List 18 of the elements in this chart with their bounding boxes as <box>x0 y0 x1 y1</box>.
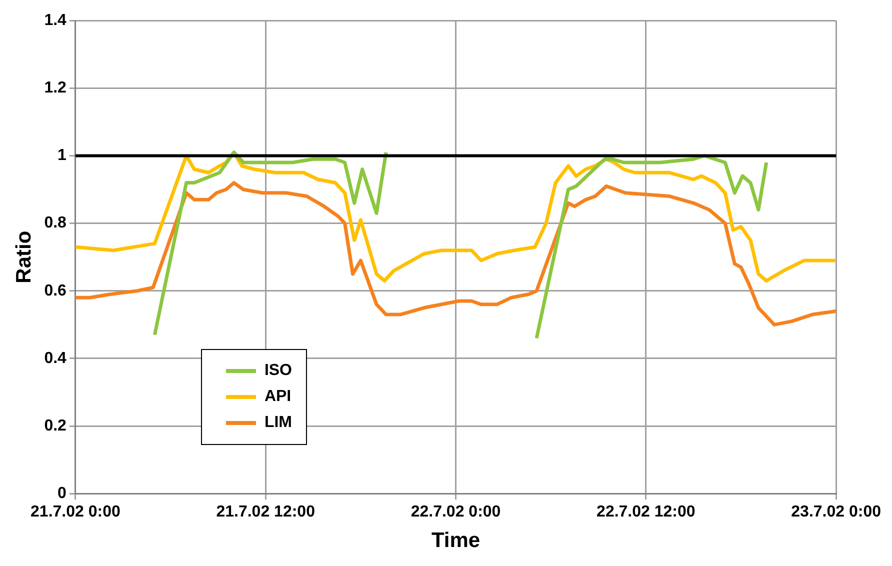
y-axis-title: Ratio <box>12 230 36 284</box>
y-tick-label: 1.4 <box>44 12 67 30</box>
x-axis-title: Time <box>431 529 480 552</box>
legend-label: ISO <box>264 362 292 380</box>
y-tick-label: 0.2 <box>44 417 67 434</box>
y-tick-label: 1 <box>58 147 67 164</box>
x-tick-label: 22.7.02 12:00 <box>596 504 696 521</box>
legend-label: LIM <box>264 414 292 432</box>
x-tick-label: 21.7.02 0:00 <box>30 504 120 521</box>
y-tick-label: 0.8 <box>44 214 67 232</box>
legend-label: API <box>264 388 292 406</box>
x-tick-label: 21.7.02 12:00 <box>216 504 316 521</box>
x-tick-label: 23.7.02 0:00 <box>791 504 882 521</box>
y-tick-label: 0.6 <box>44 282 67 300</box>
y-tick-label: 1.2 <box>44 80 67 97</box>
y-tick-label: 0.4 <box>44 350 67 367</box>
y-tick-label: 0 <box>58 485 67 502</box>
x-tick-label: 22.7.02 0:00 <box>410 504 501 521</box>
